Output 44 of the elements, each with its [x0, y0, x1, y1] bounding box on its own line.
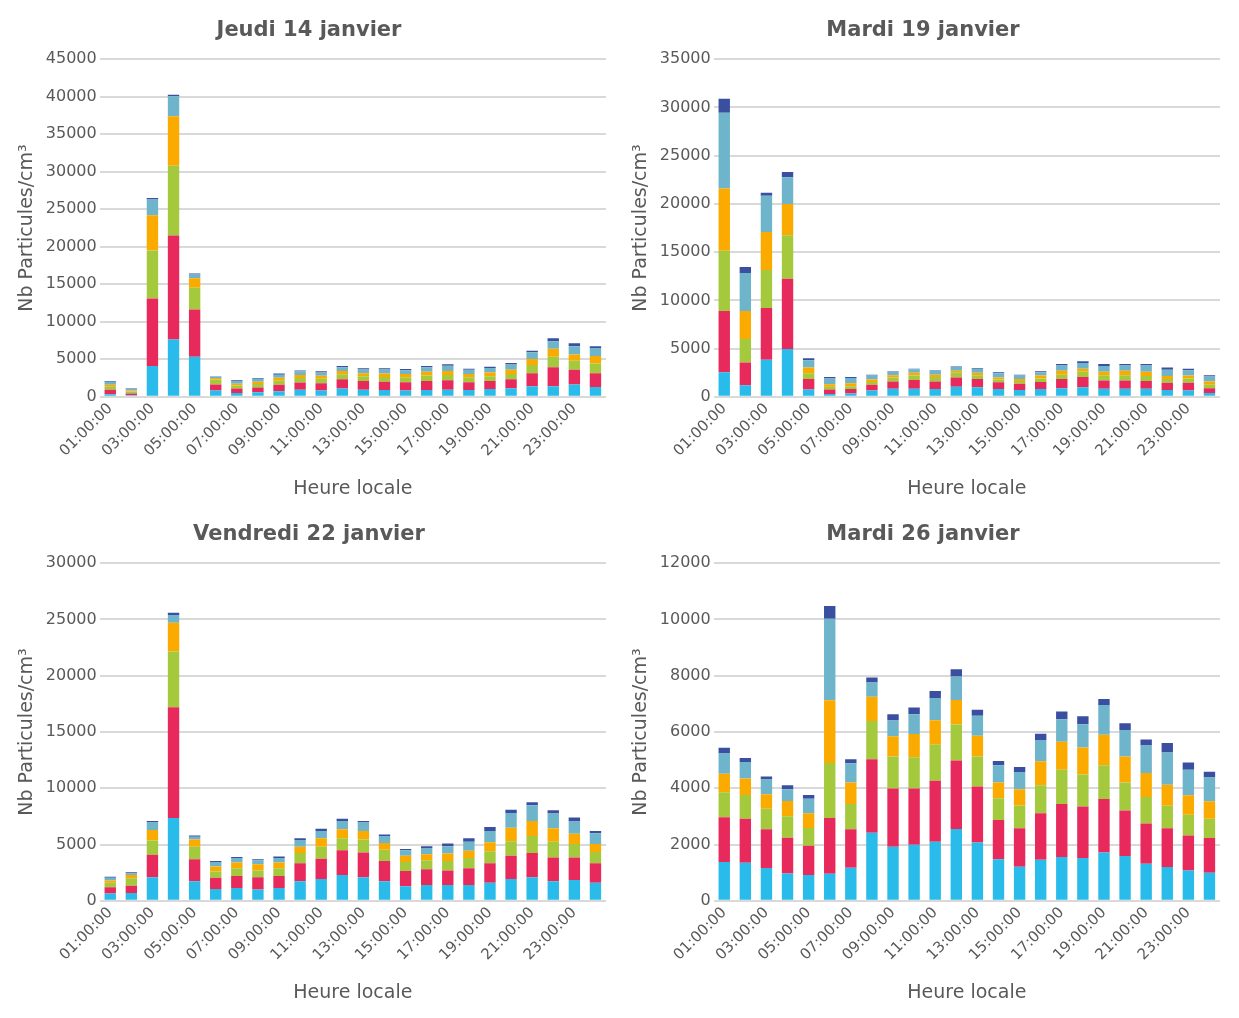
y-axis-title: Nb Particules/cm³ — [628, 648, 651, 816]
y-axis-title: Nb Particules/cm³ — [14, 144, 37, 312]
y-tick-label: 45000 — [45, 48, 97, 68]
y-tick-label: 10000 — [45, 777, 97, 797]
y-tick-label: 20000 — [45, 664, 97, 684]
y-tick-label: 8000 — [669, 664, 711, 684]
y-tick-label: 40000 — [45, 85, 97, 105]
y-tick-label: 0 — [86, 889, 97, 909]
y-tick-label: 4000 — [669, 777, 711, 797]
x-axis-title: Heure locale — [907, 979, 1027, 1002]
y-axis-title: Nb Particules/cm³ — [628, 144, 651, 312]
y-axis-title: Nb Particules/cm³ — [14, 648, 37, 816]
y-tick-label: 30000 — [45, 160, 97, 180]
chart-title: Mardi 26 janvier — [826, 521, 1021, 546]
x-axis-title: Heure locale — [293, 475, 413, 498]
y-tick-label: 10000 — [659, 608, 711, 628]
y-tick-label: 10000 — [45, 310, 97, 330]
y-tick-label: 5000 — [55, 833, 97, 853]
chart-title: Jeudi 14 janvier — [214, 17, 403, 42]
y-tick-label: 25000 — [45, 608, 97, 628]
chart-title: Vendredi 22 janvier — [193, 521, 426, 546]
y-tick-label: 0 — [86, 385, 97, 405]
y-tick-label: 0 — [700, 385, 711, 405]
y-tick-label: 10000 — [659, 289, 711, 309]
y-tick-label: 0 — [700, 889, 711, 909]
y-tick-label: 5000 — [669, 337, 711, 357]
y-tick-label: 30000 — [659, 96, 711, 116]
y-tick-label: 15000 — [45, 273, 97, 293]
y-tick-label: 12000 — [659, 552, 711, 572]
y-tick-label: 35000 — [45, 123, 97, 143]
y-tick-label: 20000 — [659, 193, 711, 213]
x-axis-title: Heure locale — [293, 979, 413, 1002]
y-tick-label: 25000 — [45, 198, 97, 218]
x-axis-title: Heure locale — [907, 475, 1027, 498]
y-tick-label: 2000 — [669, 833, 711, 853]
y-tick-label: 6000 — [669, 721, 711, 741]
chart-title: Mardi 19 janvier — [826, 17, 1021, 42]
y-tick-label: 20000 — [45, 235, 97, 255]
y-tick-label: 5000 — [55, 348, 97, 368]
y-tick-label: 30000 — [45, 552, 97, 572]
y-tick-label: 25000 — [659, 144, 711, 164]
y-tick-label: 15000 — [45, 721, 97, 741]
y-tick-label: 15000 — [659, 241, 711, 261]
y-tick-label: 35000 — [659, 48, 711, 68]
